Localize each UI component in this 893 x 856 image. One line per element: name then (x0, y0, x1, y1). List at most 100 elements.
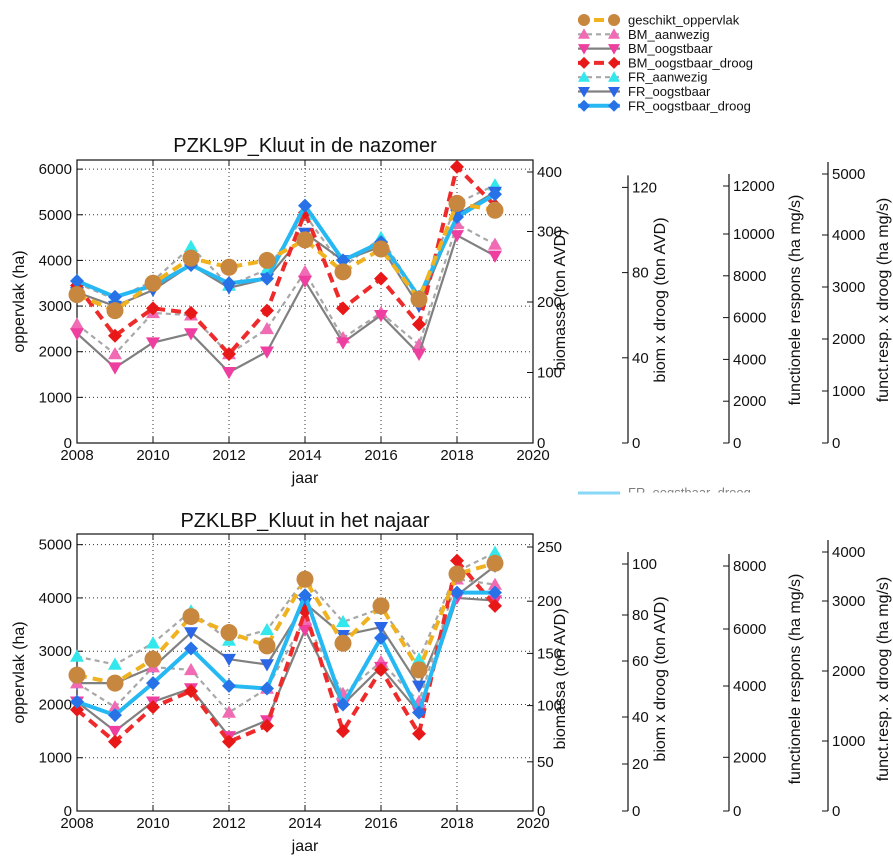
data-point (68, 286, 86, 304)
data-point (336, 253, 350, 268)
axis-label: biom x droog (ton AVD) (652, 596, 669, 761)
extra-axis-3: 0 2000 4000 6000 8000 10000 12000 functionele r… (723, 174, 804, 452)
data-point (488, 598, 502, 613)
legend-label-fr-aanwezig: FR_aanwezig (628, 70, 708, 85)
series-line (76, 234, 496, 374)
data-point (70, 273, 84, 288)
data-point (146, 301, 160, 316)
y-tick-label: 3000 (39, 643, 72, 660)
data-point (412, 317, 426, 332)
extra-axis-2: 0 40 80 120 biom x droog (ton AVD) (622, 175, 669, 452)
data-point (222, 367, 236, 380)
legend-marker-fr-aanwezig (578, 71, 590, 82)
data-point (488, 545, 502, 558)
y-tick-label: 0 (64, 435, 72, 452)
legend-ghost-label: FR_oogstbaar_droog (628, 485, 751, 500)
data-point (70, 328, 84, 341)
axis-tick-label: 4000 (832, 227, 865, 244)
data-point (412, 337, 426, 351)
legend-marker-geschikt-oppervlak (578, 14, 590, 26)
data-point (260, 303, 274, 318)
x-tick-label: 2018 (440, 447, 473, 464)
data-point (258, 637, 276, 655)
axis-tick-label: 20 (632, 756, 649, 773)
chart-2: PZKLBP_Kluut in het najaar 2008 2010 2012 20… (11, 510, 892, 855)
data-point (260, 321, 274, 335)
legend-marker-fr-oogstbaar-droog (578, 99, 590, 112)
y-tick-label: 0 (64, 803, 72, 820)
data-point (108, 289, 122, 304)
axis-tick-label: 0 (832, 803, 840, 820)
y-axis-label: oppervlak (ha) (11, 250, 28, 352)
axis-tick-label: 6000 (733, 310, 766, 327)
data-point (374, 630, 388, 645)
axis-tick-label: 2000 (832, 331, 865, 348)
axis-tick-label: 250 (537, 539, 562, 556)
axis-tick-label: 200 (537, 294, 562, 311)
axis-tick-label: 2000 (733, 749, 766, 766)
axis-tick-label: 40 (632, 350, 649, 367)
data-point (108, 734, 122, 749)
data-point (374, 621, 388, 635)
x-tick-label: 2010 (136, 815, 169, 832)
data-point (108, 657, 122, 670)
data-point (106, 302, 124, 320)
y-tick-label: 3000 (39, 298, 72, 315)
axis-tick-label: 1000 (832, 383, 865, 400)
data-point (184, 684, 198, 699)
series-line (75, 164, 497, 356)
data-point (146, 676, 160, 691)
data-point (222, 678, 236, 693)
axis-tick-label: 120 (632, 179, 657, 196)
legend-marker-end-bm-aanwezig (608, 28, 620, 39)
data-point (108, 700, 122, 713)
axis-label: funct.resp. x droog (ha mg/s) (875, 577, 892, 782)
axis-tick-label: 40 (632, 709, 649, 726)
legend-label-bm-aanwezig: BM_aanwezig (628, 27, 710, 42)
data-point (260, 622, 274, 636)
data-point (488, 237, 502, 250)
data-point (488, 577, 502, 590)
y-tick-label: 4000 (39, 590, 72, 607)
legend-label-bm-oogstbaar: BM_oogstbaar (628, 41, 713, 56)
series-geschikt-oppervlak (68, 554, 504, 692)
data-point (144, 650, 162, 668)
axis-tick-label: 0 (733, 803, 741, 820)
axis-label: biom x droog (ton AVD) (652, 217, 669, 382)
data-point (184, 328, 198, 341)
legend: geschikt_oppervlakBM_aanwezigBM_oogstbaa… (578, 13, 753, 113)
extra-axis-1: 0 50 100 150 200 250 biomassa (ton AVD) (527, 539, 569, 820)
axis-tick-label: 8000 (733, 268, 766, 285)
x-tick-label: 2008 (60, 447, 93, 464)
data-point (184, 239, 198, 252)
y-tick-label: 1000 (39, 389, 72, 406)
series-line (76, 578, 496, 714)
data-point (488, 187, 502, 202)
axis-tick-label: 0 (733, 435, 741, 452)
legend-marker-end-fr-oogstbaar-droog (608, 99, 620, 112)
series-line (75, 558, 497, 744)
data-point (298, 198, 312, 213)
x-tick-label: 2014 (288, 447, 321, 464)
data-point (182, 608, 200, 626)
series-line (76, 561, 496, 686)
axis-tick-label: 100 (537, 698, 562, 715)
x-tick-label: 2010 (136, 447, 169, 464)
legend-marker-bm-oogstbaar (578, 44, 590, 55)
data-point (410, 290, 428, 308)
data-point (372, 240, 390, 258)
data-point (184, 641, 198, 656)
data-point (222, 705, 236, 718)
axis-tick-label: 5000 (832, 166, 865, 183)
x-tick-label: 2018 (440, 815, 473, 832)
axis-tick-label: 4000 (733, 678, 766, 695)
data-point (334, 263, 352, 281)
series-fr-oogstbaar-droog (70, 585, 502, 723)
data-point (372, 597, 390, 615)
y-tick-label: 4000 (39, 252, 72, 269)
x-tick-label: 2008 (60, 815, 93, 832)
data-point (450, 585, 464, 600)
data-point (488, 250, 502, 263)
data-point (336, 724, 350, 739)
axis-tick-label: 0 (632, 803, 640, 820)
